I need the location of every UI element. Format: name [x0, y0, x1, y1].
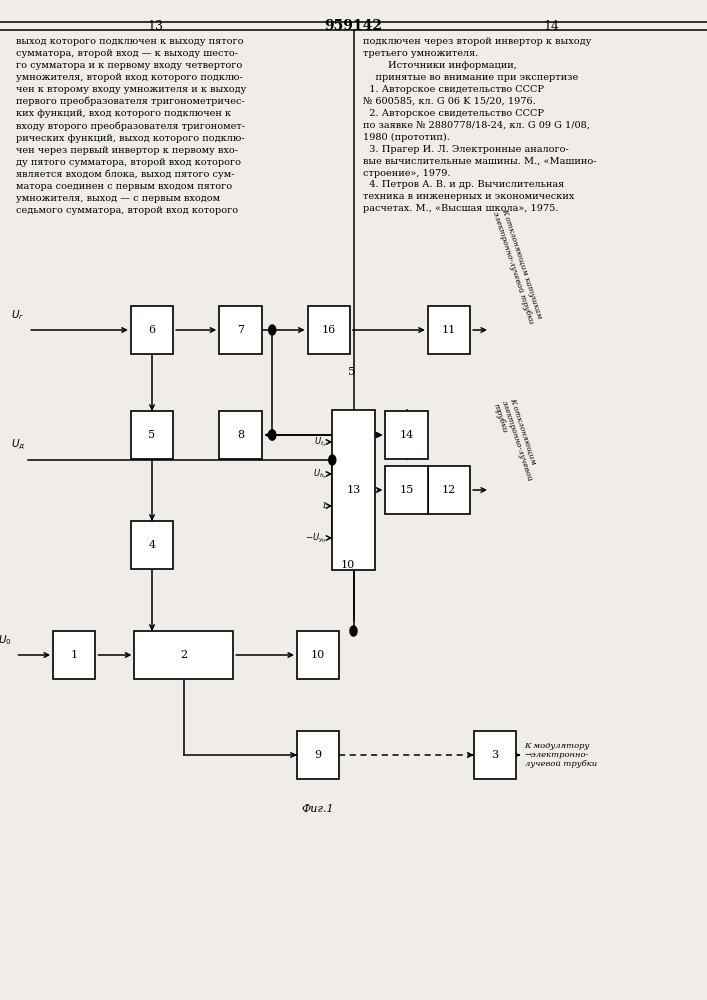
Text: $U_г$: $U_г$	[11, 308, 25, 322]
Text: К отклоняющим
электронно-лучевой
трубки: К отклоняющим электронно-лучевой трубки	[491, 396, 543, 485]
Text: 10: 10	[341, 560, 355, 570]
Bar	[428, 466, 470, 514]
Bar	[219, 411, 262, 459]
Text: 5: 5	[148, 430, 156, 440]
Text: 11: 11	[442, 325, 456, 335]
Text: 1: 1	[71, 650, 78, 660]
Text: $U_0$: $U_0$	[0, 633, 12, 647]
Circle shape	[269, 430, 276, 440]
Text: $-U_{y_D}$: $-U_{y_D}$	[305, 531, 327, 545]
Bar	[385, 466, 428, 514]
Text: 13: 13	[148, 19, 163, 32]
Text: Фиг.1: Фиг.1	[302, 804, 334, 814]
Text: 9: 9	[315, 750, 322, 760]
Text: 8: 8	[237, 430, 244, 440]
Text: 16: 16	[322, 325, 336, 335]
Text: $U_д$: $U_д$	[11, 438, 25, 452]
Text: 4: 4	[148, 540, 156, 550]
Bar	[332, 410, 375, 570]
Bar	[385, 411, 428, 459]
Text: выход которого подключен к выходу пятого
сумматора, второй вход — к выходу шесто: выход которого подключен к выходу пятого…	[16, 37, 246, 215]
Text: 959142: 959142	[325, 19, 382, 33]
Text: 15: 15	[399, 485, 414, 495]
Text: $U_{h_з}$: $U_{h_з}$	[312, 467, 327, 481]
Circle shape	[269, 430, 276, 440]
Bar	[219, 306, 262, 354]
Circle shape	[329, 455, 336, 465]
Bar	[474, 731, 516, 779]
Text: 5: 5	[348, 367, 355, 377]
Text: 1: 1	[321, 502, 327, 510]
Text: 2: 2	[180, 650, 187, 660]
Text: 3: 3	[491, 750, 498, 760]
Bar	[297, 731, 339, 779]
Circle shape	[350, 626, 357, 636]
Text: 10: 10	[311, 650, 325, 660]
Text: 12: 12	[442, 485, 456, 495]
Bar	[428, 306, 470, 354]
Text: К модулятору
→электронно-
лучевой трубки: К модулятору →электронно- лучевой трубки	[525, 742, 597, 768]
Text: 6: 6	[148, 325, 156, 335]
Bar	[131, 411, 173, 459]
Bar	[134, 631, 233, 679]
Bar	[53, 631, 95, 679]
Bar	[131, 306, 173, 354]
Text: подключен через второй инвертор к выходу
третьего умножителя.
        Источники : подключен через второй инвертор к выходу…	[363, 37, 596, 213]
Bar	[308, 306, 350, 354]
Bar	[297, 631, 339, 679]
Text: 14: 14	[544, 19, 559, 32]
Text: 7: 7	[237, 325, 244, 335]
Text: $U_{t_з}$: $U_{t_з}$	[314, 435, 327, 449]
Text: 13: 13	[346, 485, 361, 495]
Bar	[131, 521, 173, 569]
Text: К отклоняющим катушкам
электронно-лучевой трубки: К отклоняющим катушкам электронно-лучево…	[491, 208, 544, 325]
Circle shape	[269, 325, 276, 335]
Text: 14: 14	[399, 430, 414, 440]
